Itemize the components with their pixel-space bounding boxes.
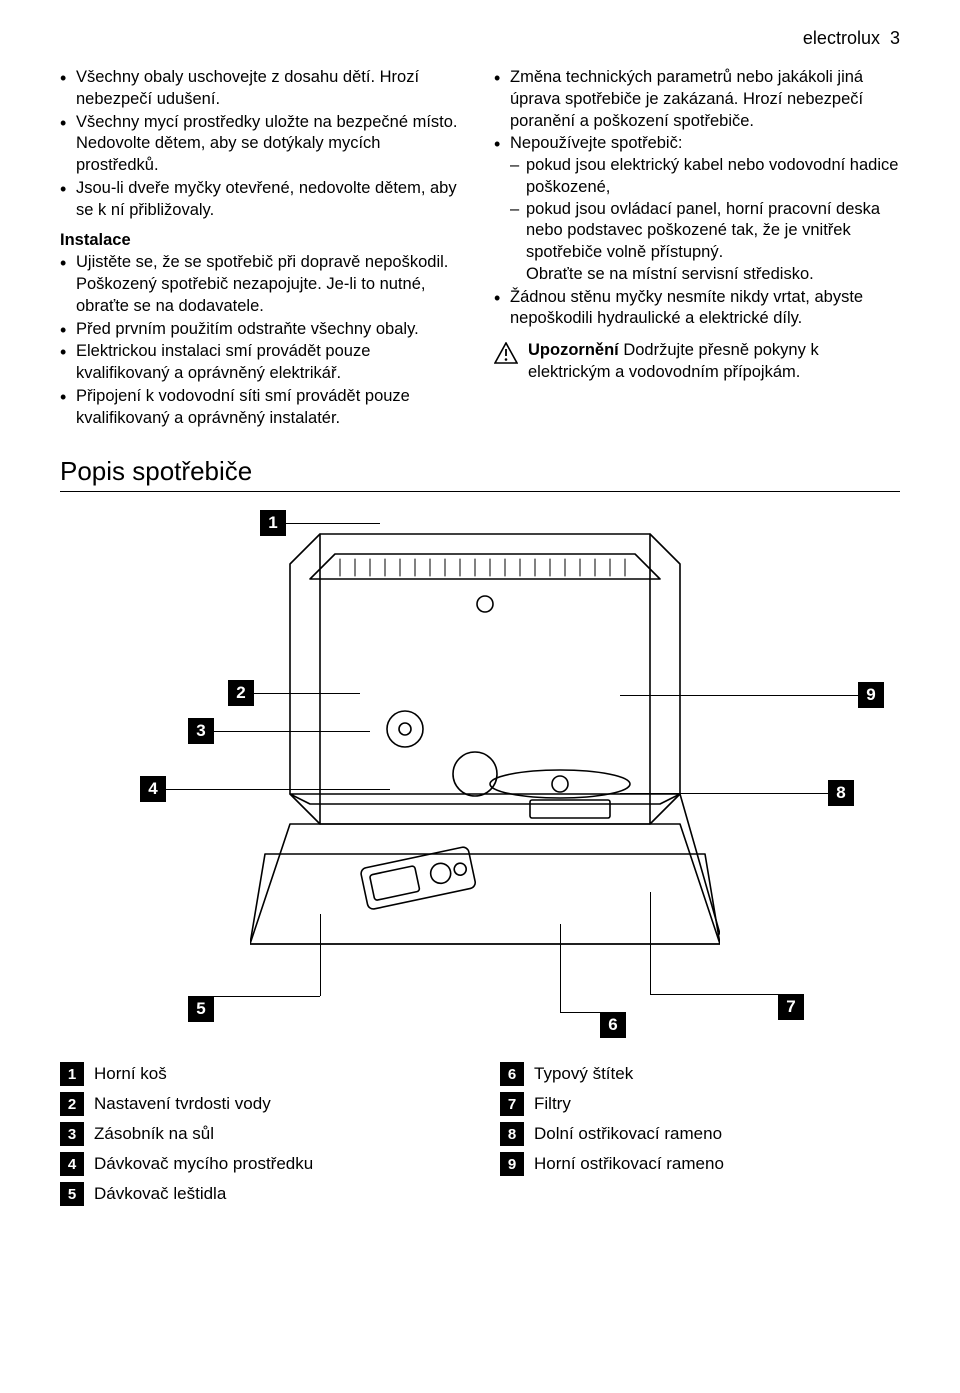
leader-line [620,695,858,696]
legend-row: 7 Filtry [500,1092,900,1116]
legend-label: Nastavení tvrdosti vody [94,1094,271,1114]
text-columns: Všechny obaly uschovejte z dosahu dětí. … [60,67,900,430]
callout-7: 7 [778,994,804,1020]
bullet-item: Elektrickou instalaci smí provádět pouze… [60,341,466,385]
legend-label: Dávkovač leštidla [94,1184,226,1204]
legend-num: 4 [60,1152,84,1176]
legend-label: Horní ostřikovací rameno [534,1154,724,1174]
legend-row: 2 Nastavení tvrdosti vody [60,1092,460,1116]
page-header: electrolux 3 [60,28,900,49]
bullet-item: Žádnou stěnu myčky nesmíte nikdy vrtat, … [494,287,900,331]
leader-line [166,789,390,790]
callout-8: 8 [828,780,854,806]
dash-item: pokud jsou elektrický kabel nebo vodovod… [510,155,900,199]
legend-label: Dávkovač mycího prostředku [94,1154,313,1174]
bullet-item: Jsou-li dveře myčky otevřené, nedovolte … [60,178,466,222]
leader-line [286,523,380,524]
bullet-item: Před prvním použitím odstraňte všechny o… [60,319,466,341]
legend-label: Typový štítek [534,1064,633,1084]
dash-item: pokud jsou ovládací panel, horní pracovn… [510,199,900,264]
warning-label: Upozornění [528,341,619,359]
legend-row: 6 Typový štítek [500,1062,900,1086]
legend-col-left: 1 Horní koš 2 Nastavení tvrdosti vody 3 Zásob… [60,1062,460,1212]
appliance-diagram: 123456789 [60,504,900,1044]
legend-label: Zásobník na sůl [94,1124,214,1144]
legend-row: 8 Dolní ostřikovací rameno [500,1122,900,1146]
legend-row: 9 Horní ostřikovací rameno [500,1152,900,1176]
bullet-item: Ujistěte se, že se spotřebič při dopravě… [60,252,466,317]
callout-5: 5 [188,996,214,1022]
leader-line [320,914,321,996]
callout-4: 4 [140,776,166,802]
leader-line [620,793,828,794]
legend: 1 Horní koš 2 Nastavení tvrdosti vody 3 Zásob… [60,1062,900,1212]
warning-icon [494,342,518,369]
warning-text: Upozornění Dodržujte přesně pokyny k ele… [528,340,900,384]
brand: electrolux [803,28,880,48]
bullet-list: Změna technických parametrů nebo jakákol… [494,67,900,330]
legend-num: 9 [500,1152,524,1176]
section-title: Popis spotřebiče [60,456,900,492]
bullet-item: Změna technických parametrů nebo jakákol… [494,67,900,132]
bullet-item: Všechny obaly uschovejte z dosahu dětí. … [60,67,466,111]
legend-row: 3 Zásobník na sůl [60,1122,460,1146]
legend-row: 5 Dávkovač leštidla [60,1182,460,1206]
legend-label: Horní koš [94,1064,167,1084]
bullet-item: Všechny mycí prostředky uložte na bezpeč… [60,112,466,177]
bullet-tail: Obraťte se na místní servisní středisko. [510,264,900,286]
legend-num: 6 [500,1062,524,1086]
leader-line [560,924,561,1012]
leader-line [214,731,370,732]
bullet-item: Nepoužívejte spotřebič:pokud jsou elektr… [494,133,900,285]
leader-line [650,892,651,994]
leader-line [201,996,320,997]
leader-line [560,1012,613,1013]
legend-num: 7 [500,1092,524,1116]
callout-9: 9 [858,682,884,708]
callout-3: 3 [188,718,214,744]
legend-row: 4 Dávkovač mycího prostředku [60,1152,460,1176]
legend-label: Filtry [534,1094,571,1114]
warning-block: Upozornění Dodržujte přesně pokyny k ele… [494,340,900,384]
left-column: Všechny obaly uschovejte z dosahu dětí. … [60,67,466,430]
dash-list: pokud jsou elektrický kabel nebo vodovod… [510,155,900,264]
subhead-instalace: Instalace [60,231,466,250]
legend-row: 1 Horní koš [60,1062,460,1086]
legend-num: 1 [60,1062,84,1086]
leader-line [254,693,360,694]
callout-1: 1 [260,510,286,536]
legend-label: Dolní ostřikovací rameno [534,1124,722,1144]
legend-num: 5 [60,1182,84,1206]
page-number: 3 [890,28,900,48]
callout-6: 6 [600,1012,626,1038]
legend-col-right: 6 Typový štítek 7 Filtry 8 Dolní ostřikovací … [500,1062,900,1212]
bullet-list: Všechny obaly uschovejte z dosahu dětí. … [60,67,466,221]
bullet-item: Připojení k vodovodní síti smí provádět … [60,386,466,430]
callout-2: 2 [228,680,254,706]
legend-num: 2 [60,1092,84,1116]
legend-num: 8 [500,1122,524,1146]
bullet-list: Ujistěte se, že se spotřebič při dopravě… [60,252,466,429]
leader-line [650,994,791,995]
right-column: Změna technických parametrů nebo jakákol… [494,67,900,430]
legend-num: 3 [60,1122,84,1146]
